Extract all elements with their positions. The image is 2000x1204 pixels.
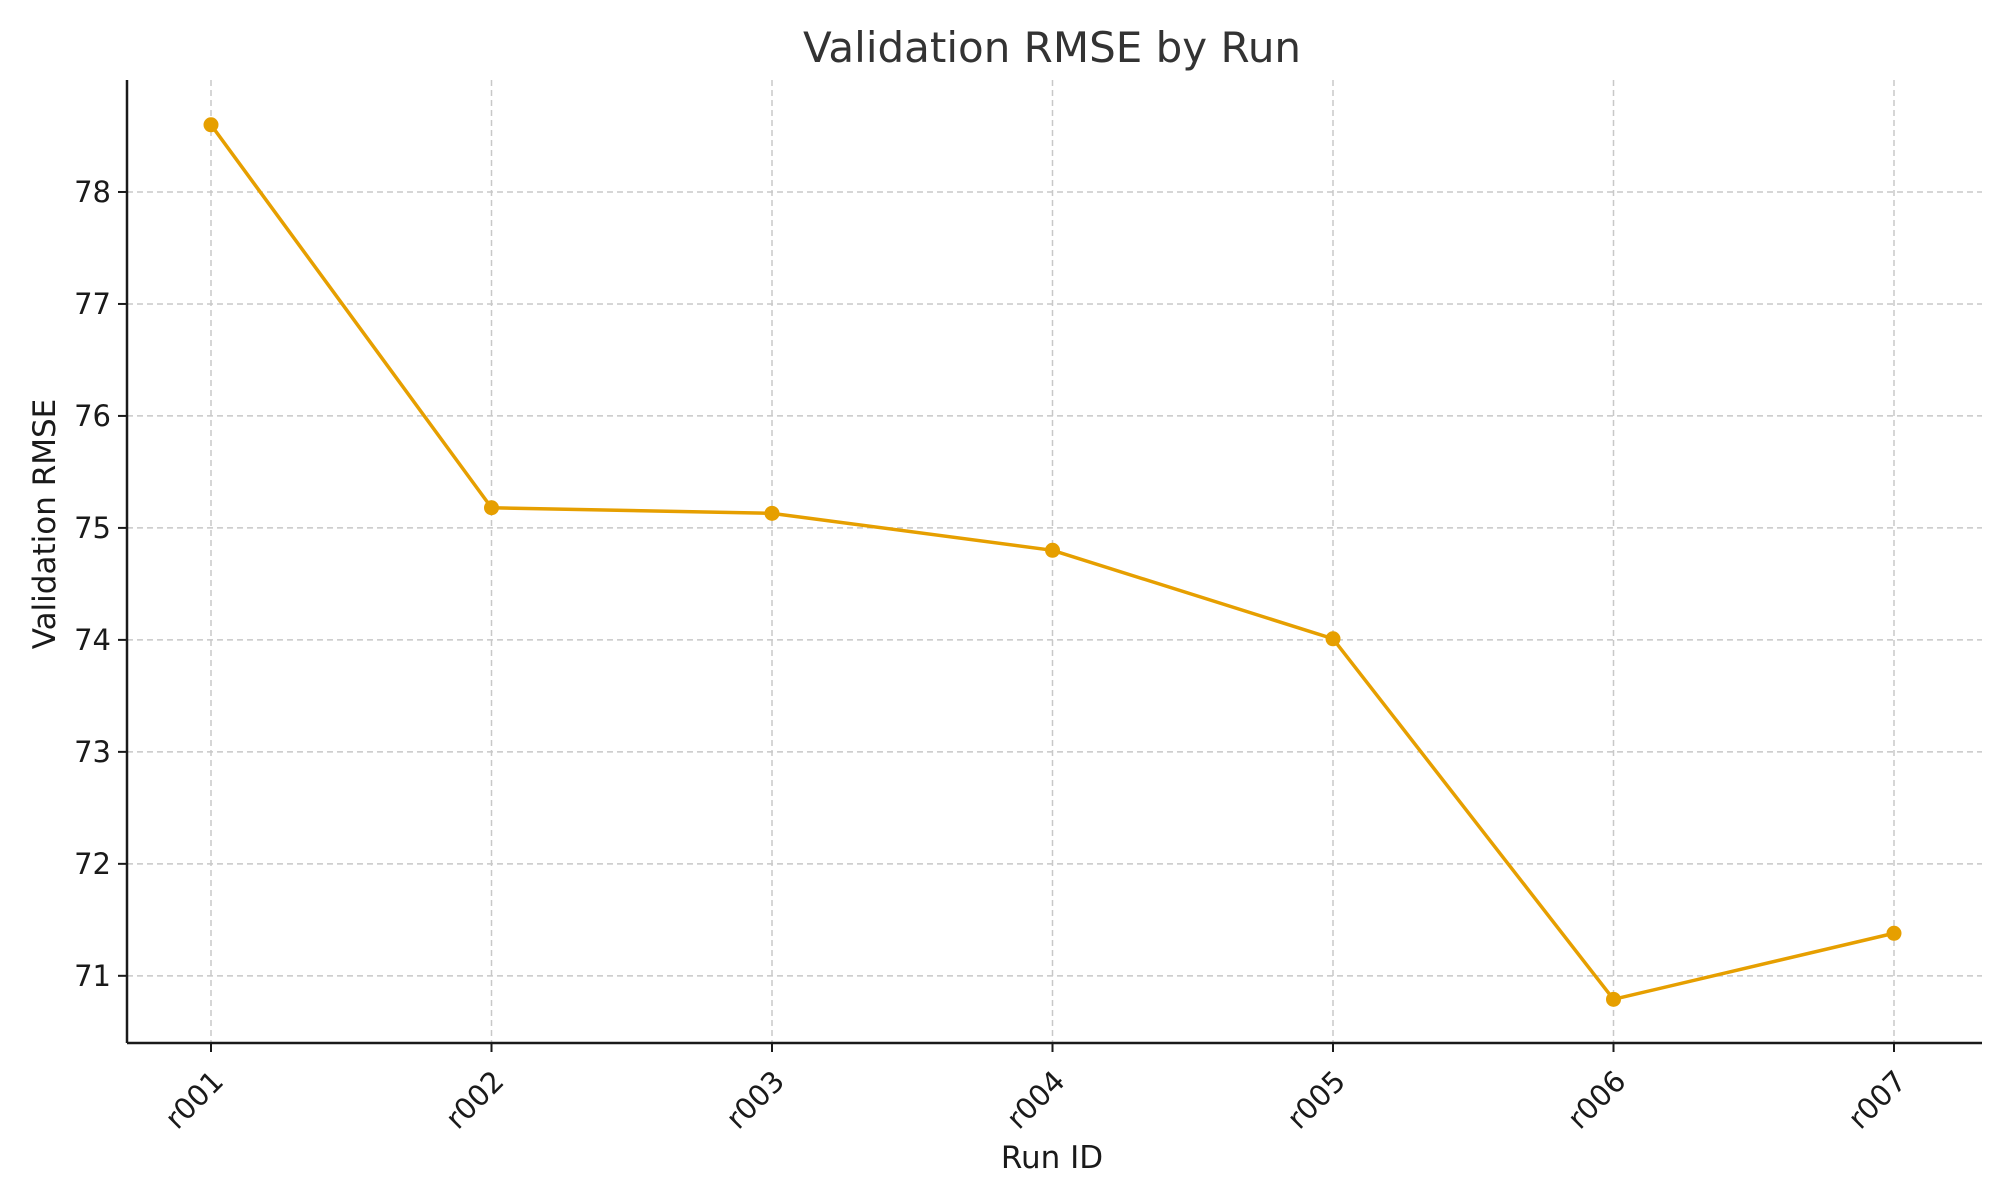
data-point — [764, 505, 780, 521]
x-axis-label: Run ID — [1001, 1140, 1103, 1176]
data-point — [1045, 542, 1060, 558]
y-tick-label: 73 — [74, 735, 111, 769]
data-point — [1606, 991, 1621, 1007]
data-point — [1886, 925, 1902, 941]
y-tick-label: 71 — [74, 959, 111, 993]
y-tick-label: 74 — [74, 623, 111, 657]
x-tick-label: r007 — [1841, 1064, 1913, 1136]
y-axis-label: Validation RMSE — [27, 399, 63, 649]
y-tick-label: 72 — [74, 847, 111, 881]
y-tick-label: 75 — [74, 511, 111, 545]
x-tick-label: r004 — [1000, 1064, 1072, 1136]
x-tick-label: r001 — [158, 1064, 230, 1136]
x-tick-label: r003 — [719, 1064, 791, 1136]
series-layer — [203, 117, 1902, 1007]
axes — [118, 80, 1982, 1052]
x-tick-label: r006 — [1561, 1064, 1633, 1136]
y-tick-label: 78 — [74, 175, 111, 209]
grid-lines — [127, 80, 1982, 1043]
x-tick-label: r005 — [1280, 1064, 1352, 1136]
y-tick-label: 76 — [74, 399, 111, 433]
data-point — [203, 117, 219, 133]
x-tick-label: r002 — [439, 1064, 511, 1136]
chart-title: Validation RMSE by Run — [803, 23, 1301, 72]
tick-labels: r001 r002 r003 r004 r005 r006 r007 71 72 73 74 75 76… — [74, 175, 1913, 1136]
data-point — [1325, 631, 1341, 647]
y-tick-label: 77 — [74, 287, 111, 321]
data-point — [484, 500, 499, 516]
